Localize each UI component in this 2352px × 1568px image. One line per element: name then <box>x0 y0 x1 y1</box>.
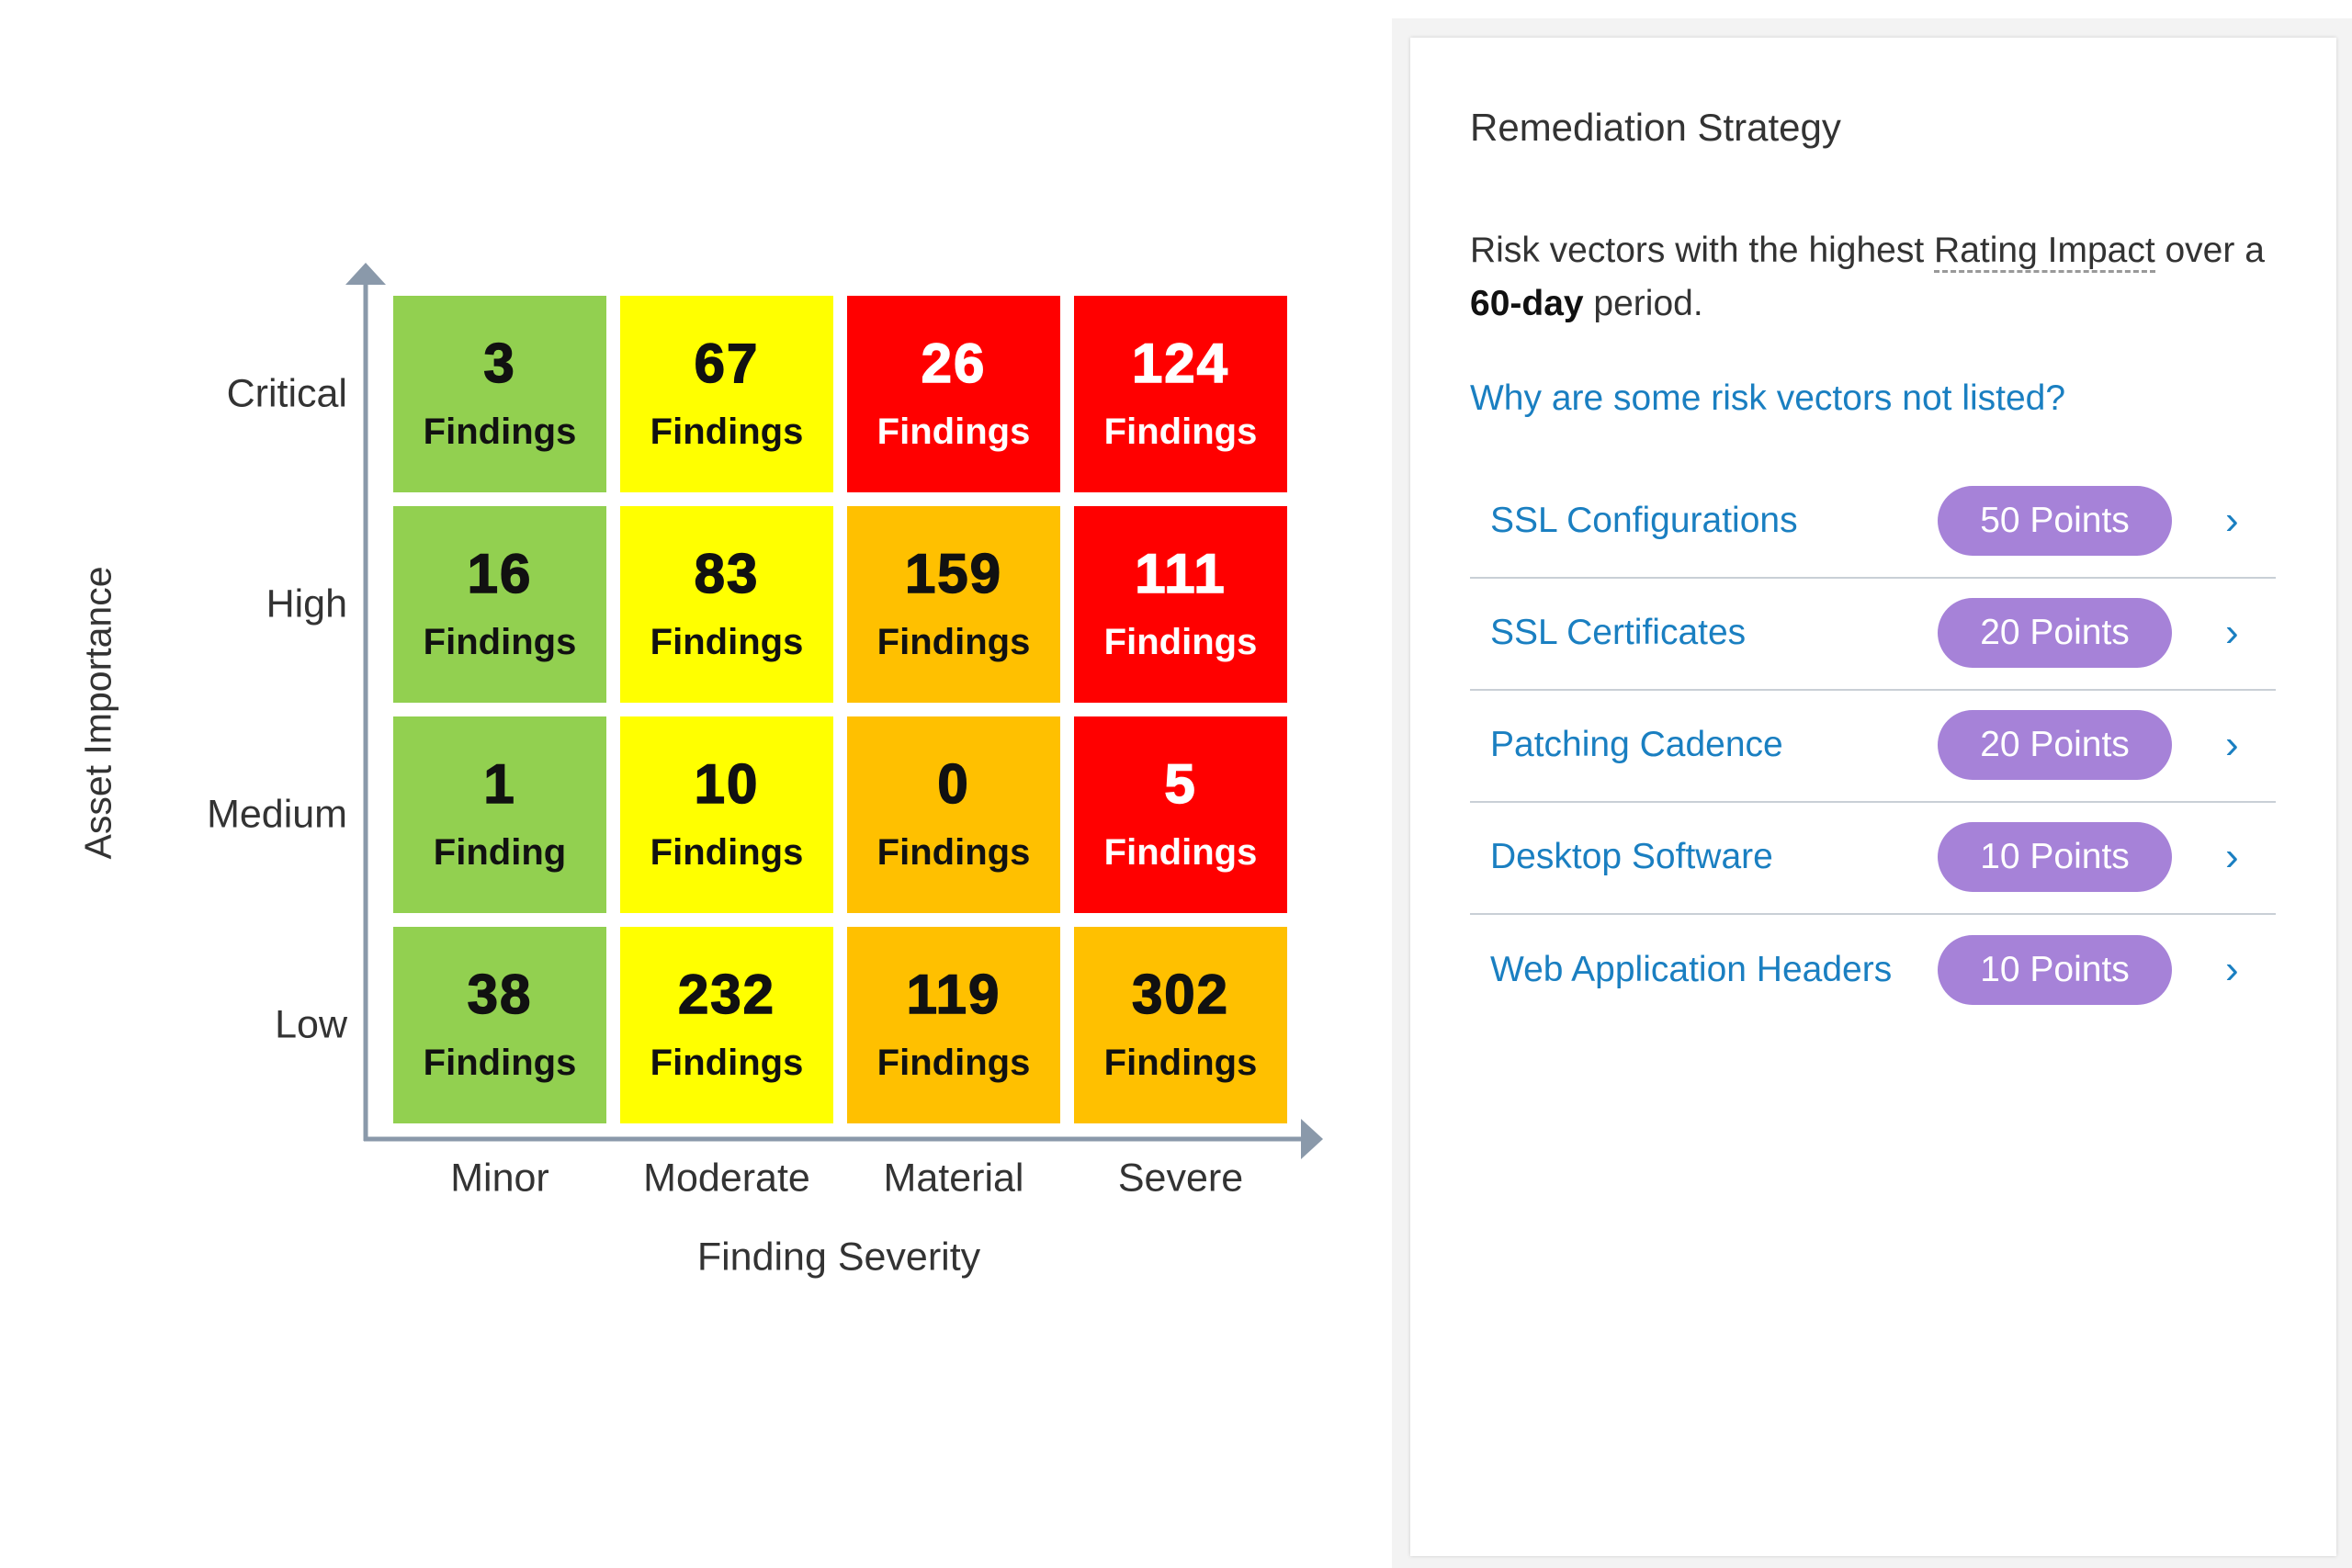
finding-count: 38 <box>467 963 533 1025</box>
text: over a <box>2154 231 2265 270</box>
finding-count: 232 <box>677 963 776 1025</box>
finding-label: Findings <box>423 621 577 662</box>
finding-label: Finding <box>433 831 567 873</box>
separator <box>1470 913 2276 915</box>
risk-vector-name[interactable]: Desktop Software <box>1490 837 1773 876</box>
x-arrow <box>1301 1119 1323 1159</box>
matrix-cell[interactable]: 159 Findings <box>847 506 1060 703</box>
finding-count: 16 <box>467 542 533 604</box>
separator <box>1470 689 2276 691</box>
finding-count: 5 <box>1164 752 1197 815</box>
finding-count: 119 <box>906 963 1001 1025</box>
column-label: Moderate <box>643 1156 810 1201</box>
row-label: Critical <box>226 371 347 416</box>
matrix-cell[interactable]: 10 Findings <box>620 716 833 913</box>
panel-title: Remediation Strategy <box>1470 106 1841 149</box>
points-badge: 20 Points <box>1938 710 2172 780</box>
matrix-cell[interactable]: 302 Findings <box>1074 927 1287 1123</box>
column-label: Severe <box>1117 1156 1244 1201</box>
matrix-cell[interactable]: 67 Findings <box>620 296 833 492</box>
finding-count: 83 <box>694 542 760 604</box>
matrix-cell[interactable]: 26 Findings <box>847 296 1060 492</box>
finding-label: Findings <box>423 411 577 452</box>
finding-count: 3 <box>483 332 516 394</box>
finding-label: Findings <box>423 1042 577 1083</box>
matrix-cell[interactable]: 0 Findings <box>847 716 1060 913</box>
matrix-cell[interactable]: 16 Findings <box>393 506 606 703</box>
matrix-cell[interactable]: 3 Findings <box>393 296 606 492</box>
matrix-cell[interactable]: 124 Findings <box>1074 296 1287 492</box>
row-label: Low <box>275 1002 347 1047</box>
column-label: Minor <box>450 1156 549 1201</box>
finding-label: Findings <box>1103 411 1258 452</box>
finding-label: Findings <box>650 411 804 452</box>
finding-count: 159 <box>904 542 1003 604</box>
finding-count: 0 <box>937 752 970 815</box>
finding-label: Findings <box>1103 831 1258 873</box>
matrix-cell[interactable]: 5 Findings <box>1074 716 1287 913</box>
matrix-cell[interactable]: 83 Findings <box>620 506 833 703</box>
text: period. <box>1583 284 1703 323</box>
risk-vector-name[interactable]: Web Application Headers <box>1490 950 1893 989</box>
remediation-card <box>1410 38 2336 1556</box>
matrix-cell[interactable]: 119 Findings <box>847 927 1060 1123</box>
x-axis-title: Finding Severity <box>696 1235 981 1280</box>
finding-count: 111 <box>1135 542 1227 604</box>
finding-count: 10 <box>694 752 760 815</box>
finding-count: 302 <box>1131 963 1230 1025</box>
risk-vector-name[interactable]: SSL Certificates <box>1490 613 1747 652</box>
row-label: High <box>266 581 347 626</box>
finding-count: 124 <box>1131 332 1230 394</box>
separator <box>1470 577 2276 579</box>
points-badge: 10 Points <box>1938 935 2172 1005</box>
finding-label: Findings <box>1103 621 1258 662</box>
matrix-cell[interactable]: 38 Findings <box>393 927 606 1123</box>
matrix-cell[interactable]: 232 Findings <box>620 927 833 1123</box>
chevron[interactable]: › <box>2225 498 2239 543</box>
finding-label: Findings <box>650 831 804 873</box>
text: Risk vectors with the highest <box>1470 231 1935 270</box>
rating-impact-term[interactable]: Rating Impact <box>1934 231 2155 273</box>
finding-label: Findings <box>876 411 1031 452</box>
column-label: Material <box>883 1156 1024 1201</box>
y-axis-title: Asset Importance <box>76 566 119 860</box>
matrix-cell[interactable]: 111 Findings <box>1074 506 1287 703</box>
risk-vector-name[interactable]: SSL Configurations <box>1490 501 1798 540</box>
matrix-cell[interactable]: 1 Finding <box>393 716 606 913</box>
chevron[interactable]: › <box>2225 834 2239 879</box>
row-label: Medium <box>207 792 347 837</box>
separator <box>1470 801 2276 803</box>
chevron[interactable]: › <box>2225 947 2239 992</box>
finding-label: Findings <box>876 1042 1031 1083</box>
finding-count: 67 <box>694 332 760 394</box>
points-badge: 10 Points <box>1938 822 2172 892</box>
finding-label: Findings <box>876 621 1031 662</box>
finding-label: Findings <box>650 621 804 662</box>
finding-count: 26 <box>921 332 987 394</box>
points-badge: 50 Points <box>1938 486 2172 556</box>
y-arrow <box>345 263 386 285</box>
points-badge: 20 Points <box>1938 598 2172 668</box>
finding-label: Findings <box>876 831 1031 873</box>
finding-label: Findings <box>650 1042 804 1083</box>
chevron[interactable]: › <box>2225 610 2239 655</box>
chevron[interactable]: › <box>2225 722 2239 767</box>
axes <box>345 263 1323 1159</box>
panel-description: Risk vectors with the highest Rating Imp… <box>1470 224 2278 331</box>
emphasis: 60-day <box>1470 284 1584 323</box>
help-link[interactable]: Why are some risk vectors not listed? <box>1470 378 2066 418</box>
risk-vector-name[interactable]: Patching Cadence <box>1490 725 1783 764</box>
finding-count: 1 <box>483 752 516 815</box>
finding-label: Findings <box>1103 1042 1258 1083</box>
